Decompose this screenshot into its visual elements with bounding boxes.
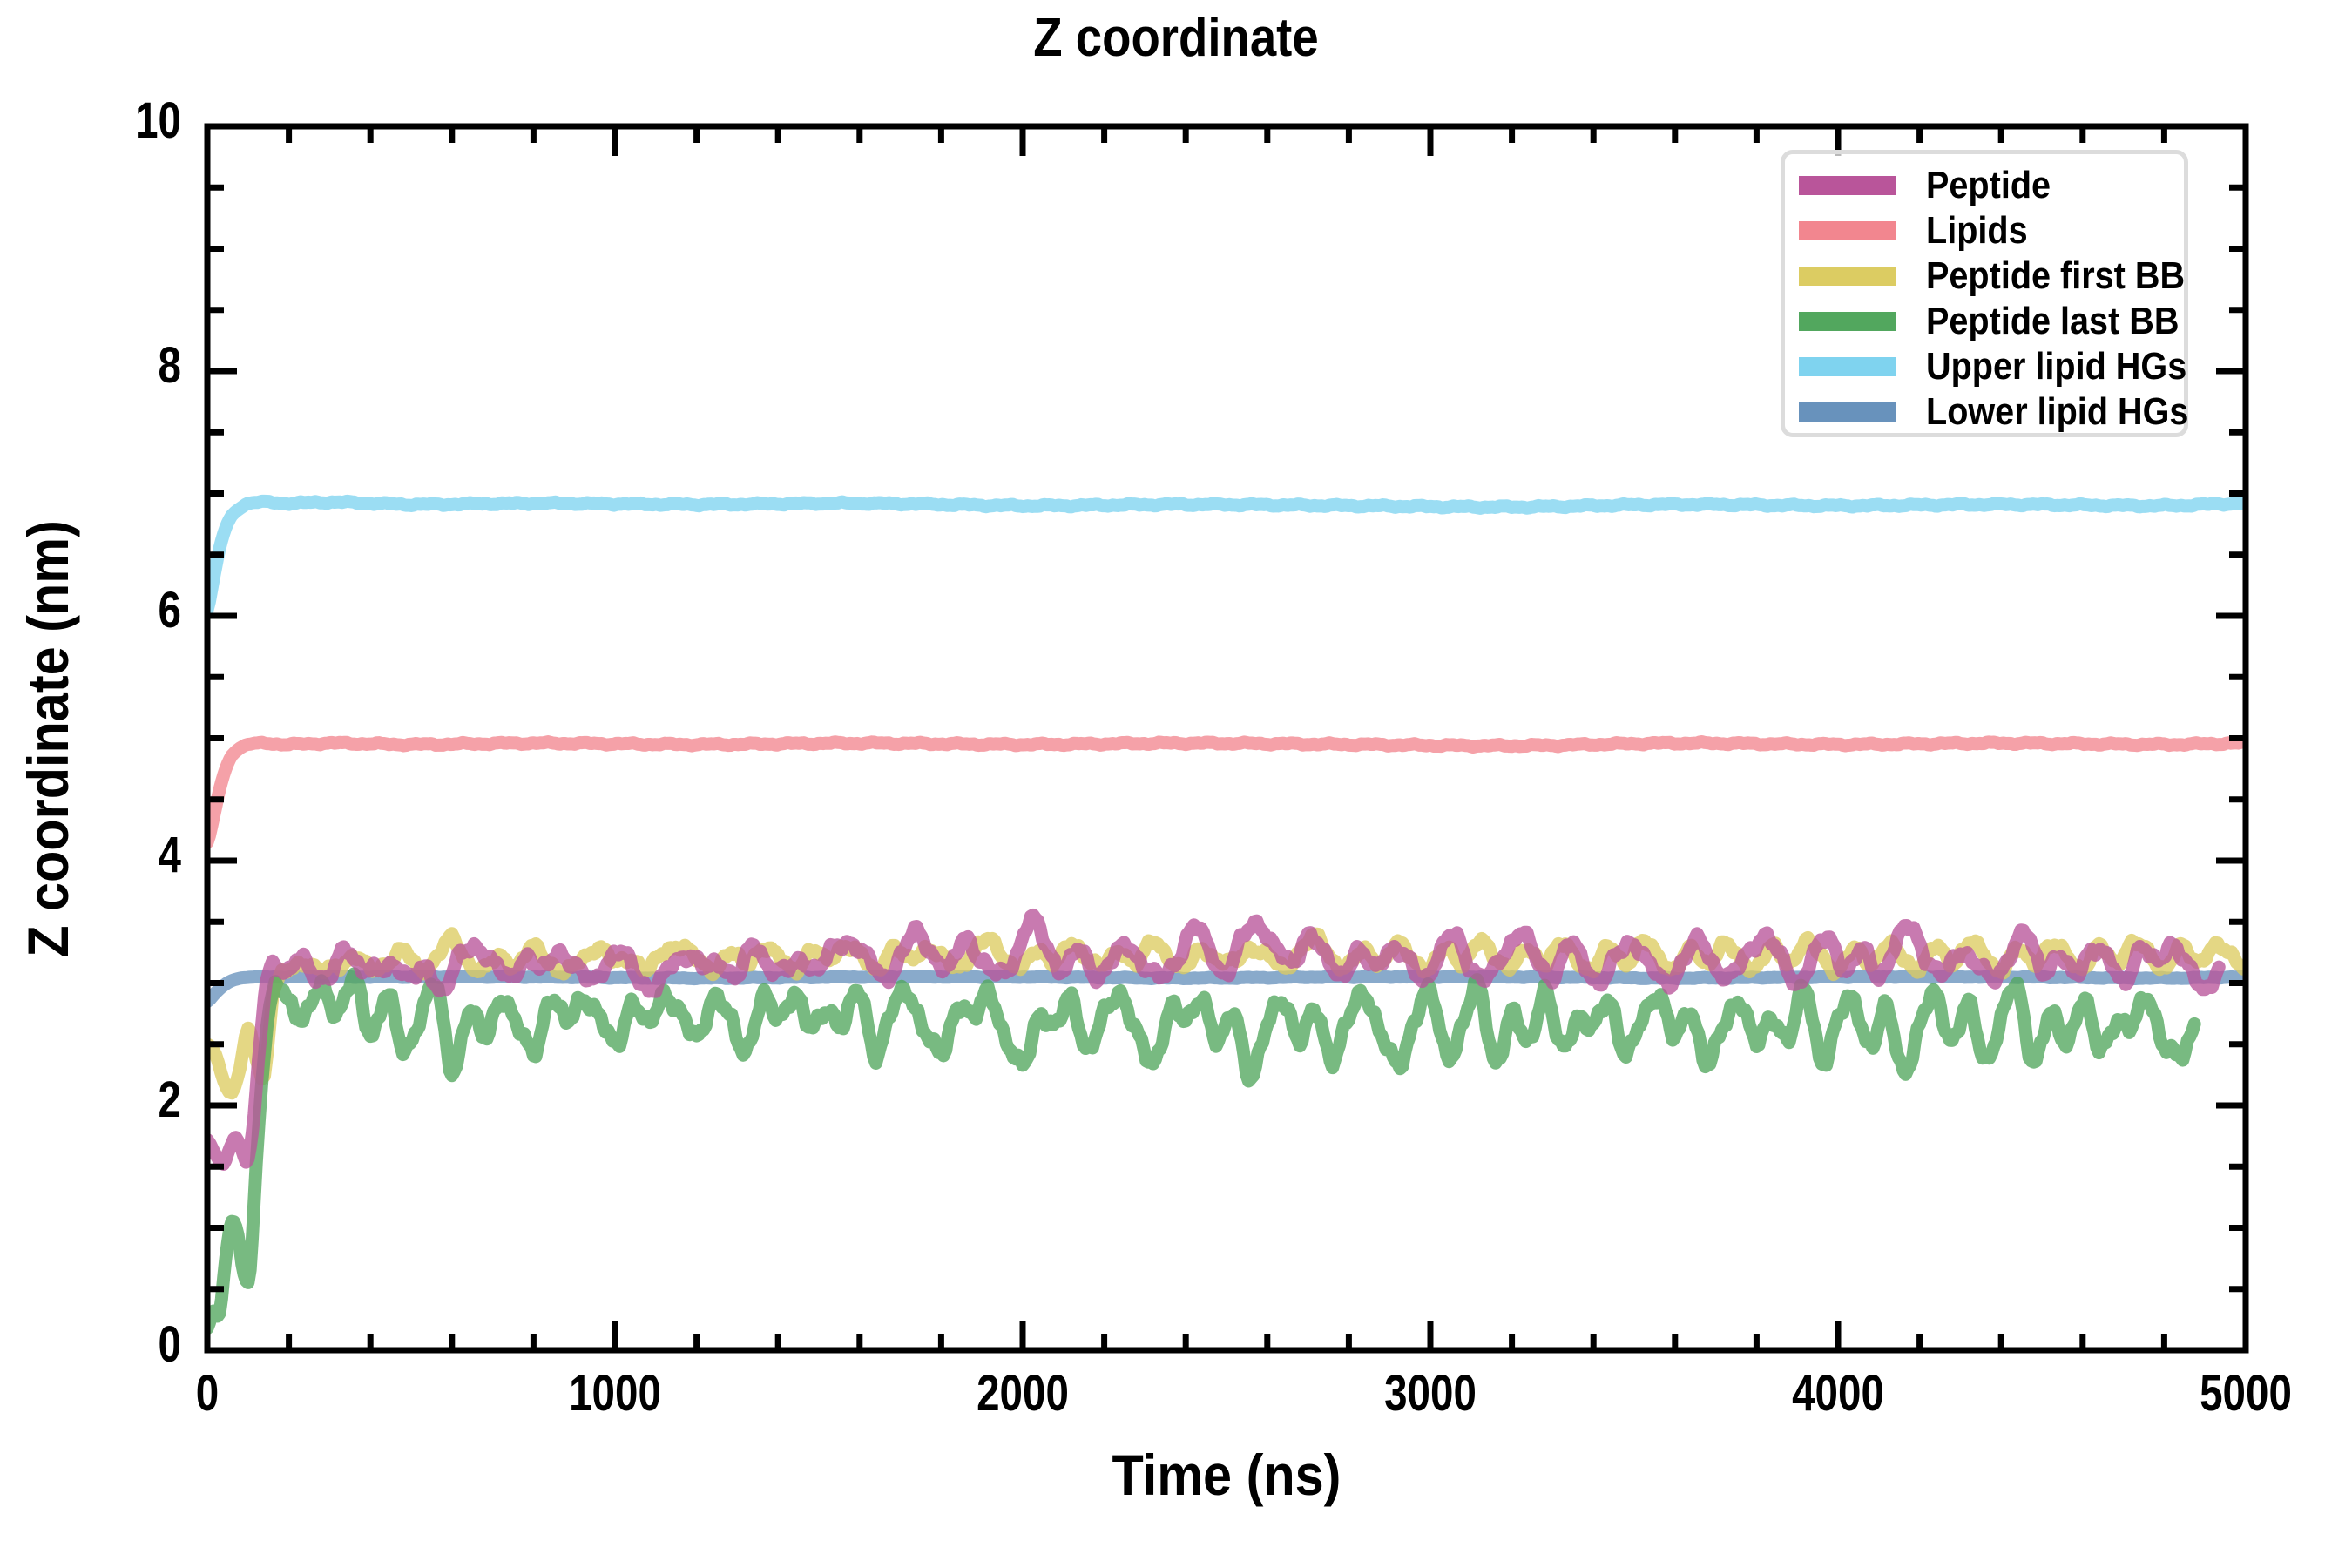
legend-swatch-peptide bbox=[1799, 176, 1896, 195]
legend-label-peptide-first-bb: Peptide first BB bbox=[1926, 254, 2186, 297]
legend-item-lower-lipid-hgs[interactable]: Lower lipid HGs bbox=[1785, 389, 2188, 435]
legend-swatch-peptide-first-bb bbox=[1799, 267, 1896, 286]
x-tick-label: 0 bbox=[195, 1365, 220, 1422]
legend-item-peptide-last-bb[interactable]: Peptide last BB bbox=[1785, 299, 2184, 344]
y-tick-label: 8 bbox=[158, 337, 181, 394]
legend-label-peptide: Peptide bbox=[1926, 164, 2051, 206]
y-tick-label: 10 bbox=[135, 92, 181, 149]
y-tick-label: 0 bbox=[158, 1316, 181, 1373]
legend-item-peptide-first-bb[interactable]: Peptide first BB bbox=[1785, 253, 2186, 299]
y-tick-label: 4 bbox=[158, 827, 181, 883]
legend-swatch-upper-lipid-hgs bbox=[1799, 357, 1896, 376]
y-tick-label: 2 bbox=[158, 1071, 181, 1128]
x-tick-label: 2000 bbox=[977, 1365, 1069, 1422]
x-tick-label: 3000 bbox=[1384, 1365, 1477, 1422]
legend-item-peptide[interactable]: Peptide bbox=[1785, 163, 2184, 208]
legend-label-upper-lipid-hgs: Upper lipid HGs bbox=[1926, 345, 2187, 388]
x-tick-label: 4000 bbox=[1792, 1365, 1884, 1422]
chart-title: Z coordinate bbox=[1033, 8, 1319, 68]
series-line-upper-lipid-hgs bbox=[207, 494, 2246, 617]
tick-layer bbox=[204, 123, 2249, 1354]
legend-swatch-lower-lipid-hgs bbox=[1799, 402, 1896, 422]
legend-item-lipids[interactable]: Lipids bbox=[1785, 208, 2184, 253]
x-tick-label: 1000 bbox=[569, 1365, 661, 1422]
x-tick-label: 5000 bbox=[2200, 1365, 2292, 1422]
series-line-peptide bbox=[207, 908, 2226, 1171]
y-tick-label: 6 bbox=[158, 582, 181, 639]
legend-label-lipids: Lipids bbox=[1926, 209, 2028, 252]
series-layer bbox=[207, 494, 2246, 1335]
legend-label-peptide-last-bb: Peptide last BB bbox=[1926, 300, 2180, 342]
legend-swatch-lipids bbox=[1799, 221, 1896, 240]
legend-item-upper-lipid-hgs[interactable]: Upper lipid HGs bbox=[1785, 344, 2187, 389]
chart-legend: Peptide Lipids Peptide first BB Peptide … bbox=[1781, 150, 2188, 437]
legend-label-lower-lipid-hgs: Lower lipid HGs bbox=[1926, 390, 2189, 433]
x-axis-label: Time (ns) bbox=[1112, 1443, 1342, 1507]
series-line-lipids bbox=[207, 735, 2246, 849]
series-line-peptide-last-bb bbox=[207, 967, 2201, 1335]
legend-swatch-peptide-last-bb bbox=[1799, 312, 1896, 331]
